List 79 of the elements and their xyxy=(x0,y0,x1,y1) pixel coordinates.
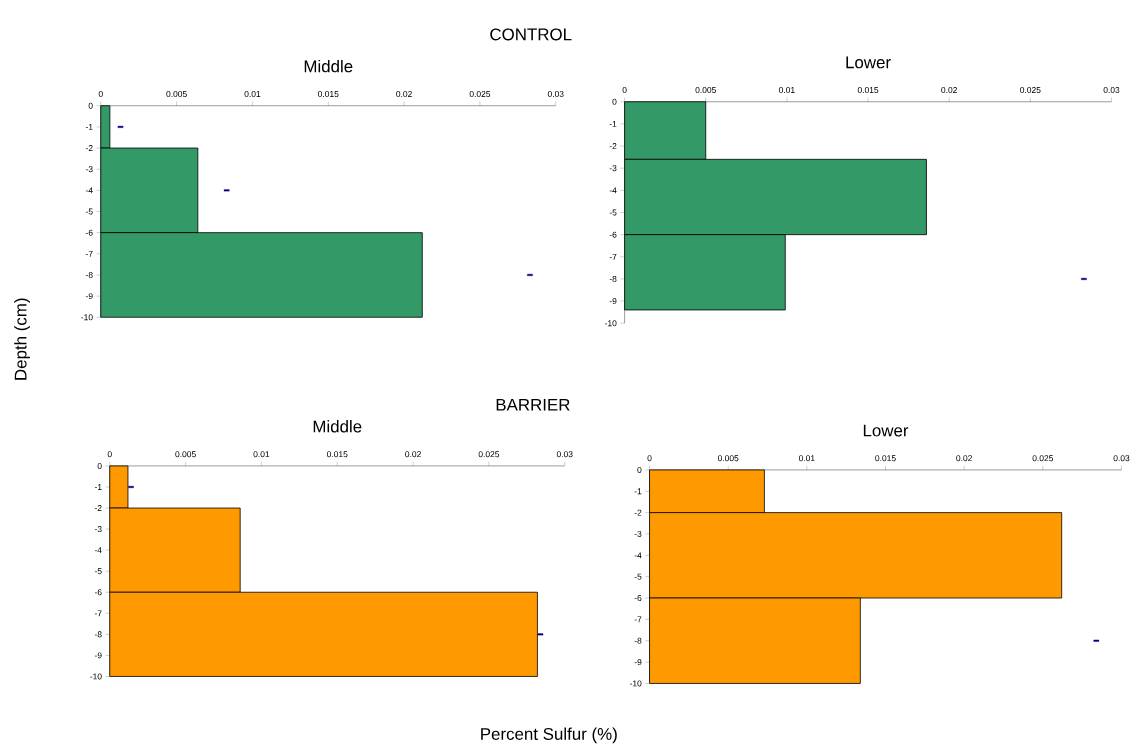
y-tick-label: -3 xyxy=(609,165,617,172)
y-tick-label: -7 xyxy=(609,253,617,260)
x-tick-label: 0.03 xyxy=(547,90,564,97)
y-tick-label: 0 xyxy=(612,98,617,105)
y-tick-label: -7 xyxy=(634,616,642,623)
y-tick-label: -1 xyxy=(634,488,642,495)
x-tick-label: 0.02 xyxy=(956,455,972,462)
x-axis-title: Percent Sulfur (%) xyxy=(481,727,617,744)
x-tick-label: 0.03 xyxy=(1113,455,1130,462)
chart-title: Middle xyxy=(313,419,362,433)
y-tick-label: -5 xyxy=(634,573,642,580)
y-tick-label: -1 xyxy=(609,120,617,127)
x-tick-label: 0.03 xyxy=(1103,86,1120,93)
y-tick-label: -2 xyxy=(94,504,102,511)
chart-title: Middle xyxy=(304,59,353,73)
y-tick-label: -4 xyxy=(634,552,642,559)
y-tick-label: -9 xyxy=(634,658,642,665)
chart-title: Lower xyxy=(863,424,909,437)
x-tick-label: 0.025 xyxy=(469,90,491,97)
y-tick-label: -5 xyxy=(609,209,617,216)
y-tick-label: -8 xyxy=(85,271,93,278)
y-tick-label: -5 xyxy=(94,568,102,574)
x-tick-label: 0 xyxy=(647,455,652,462)
y-tick-label: -10 xyxy=(81,314,93,321)
x-tick-label: 0.02 xyxy=(405,451,421,458)
y-tick-label: -10 xyxy=(605,320,617,327)
y-tick-label: -9 xyxy=(85,292,93,299)
x-tick-label: 0.015 xyxy=(318,90,339,97)
y-tick-label: -7 xyxy=(85,250,93,257)
x-tick-label: 0.005 xyxy=(695,86,716,93)
y-tick-label: -1 xyxy=(85,123,93,130)
y-tick-label: -4 xyxy=(85,187,93,194)
x-tick-label: 0.015 xyxy=(327,451,348,458)
x-tick-label: 0.03 xyxy=(556,451,573,458)
y-tick-label: -2 xyxy=(634,509,642,516)
y-tick-label: -6 xyxy=(94,589,102,596)
x-tick-label: 0.02 xyxy=(941,86,957,93)
y-tick-label: -8 xyxy=(609,275,617,282)
y-tick-label: -1 xyxy=(94,483,102,490)
y-tick-label: -9 xyxy=(609,297,617,304)
y-tick-label: -8 xyxy=(634,637,642,644)
y-tick-label: -6 xyxy=(85,229,93,236)
text: BARRIER xyxy=(496,398,570,411)
x-tick-label: 0.01 xyxy=(253,451,270,458)
x-tick-label: 0.01 xyxy=(244,90,261,97)
x-tick-label: 0.025 xyxy=(1032,455,1054,462)
x-tick-label: 0.02 xyxy=(396,90,412,97)
y-tick-label: 0 xyxy=(88,102,93,109)
y-tick-label: -10 xyxy=(629,680,642,687)
y-tick-label: 0 xyxy=(97,462,102,469)
y-axis-title: Depth (cm) xyxy=(14,298,30,380)
x-tick-label: 0.015 xyxy=(857,86,879,93)
x-tick-label: 0.005 xyxy=(175,451,196,458)
x-tick-label: 0.01 xyxy=(779,86,795,93)
text: CONTROL xyxy=(490,28,572,41)
y-tick-label: -8 xyxy=(94,631,102,638)
x-tick-label: 0.025 xyxy=(478,451,500,458)
y-tick-label: -3 xyxy=(85,166,93,173)
x-tick-label: 0.01 xyxy=(798,455,815,462)
y-tick-label: -3 xyxy=(634,530,642,537)
y-tick-label: -6 xyxy=(609,231,617,238)
y-tick-label: 0 xyxy=(637,466,642,473)
y-tick-label: -5 xyxy=(85,208,93,215)
y-tick-label: -9 xyxy=(94,652,102,659)
x-tick-label: 0.005 xyxy=(166,90,187,97)
y-tick-label: -4 xyxy=(609,187,617,194)
y-tick-label: -10 xyxy=(90,673,102,680)
x-tick-label: 0.015 xyxy=(875,455,896,462)
y-tick-label: -2 xyxy=(609,142,617,149)
y-tick-label: -4 xyxy=(94,547,102,553)
y-tick-label: -7 xyxy=(94,610,102,617)
x-tick-label: 0.025 xyxy=(1020,86,1041,93)
x-tick-label: 0 xyxy=(107,451,112,458)
chart-title: Lower xyxy=(846,56,891,69)
y-tick-label: -2 xyxy=(85,144,93,151)
y-tick-label: -3 xyxy=(94,525,102,532)
y-tick-label: -6 xyxy=(634,594,642,601)
x-tick-label: 0.005 xyxy=(717,455,739,462)
x-tick-label: 0 xyxy=(622,86,627,93)
